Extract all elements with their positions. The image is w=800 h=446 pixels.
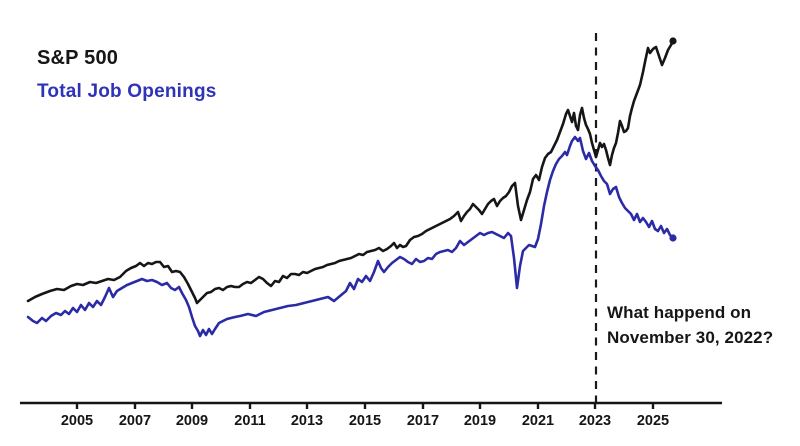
x-tick-label: 2013 xyxy=(291,413,323,429)
series-end-dot-sp500 xyxy=(669,37,677,45)
series-line-sp500 xyxy=(26,39,675,305)
x-tick-label: 2017 xyxy=(407,413,439,429)
annotation-text: What happend on November 30, 2022? xyxy=(607,300,797,350)
series-line-total-job-openings xyxy=(26,135,675,338)
x-tick-label: 2015 xyxy=(349,413,381,429)
x-tick-label: 2023 xyxy=(579,413,611,429)
legend-item-sp500: S&P 500 xyxy=(37,47,119,69)
x-tick-label: 2011 xyxy=(234,413,265,429)
x-tick-label: 2007 xyxy=(119,413,151,429)
x-tick-label: 2025 xyxy=(637,413,669,429)
annotation-line-1: What happend on xyxy=(607,303,752,322)
annotation-line-2: November 30, 2022? xyxy=(607,328,774,347)
x-tick-label: 2019 xyxy=(464,413,496,429)
chart-legend: S&P 500 Total Job Openings xyxy=(37,48,217,101)
x-tick-label: 2021 xyxy=(522,413,554,429)
x-tick-label: 2005 xyxy=(61,413,93,429)
x-tick-label: 2009 xyxy=(176,413,208,429)
legend-item-total-job-openings: Total Job Openings xyxy=(37,81,217,102)
series-end-dot-total-job-openings xyxy=(669,234,677,242)
